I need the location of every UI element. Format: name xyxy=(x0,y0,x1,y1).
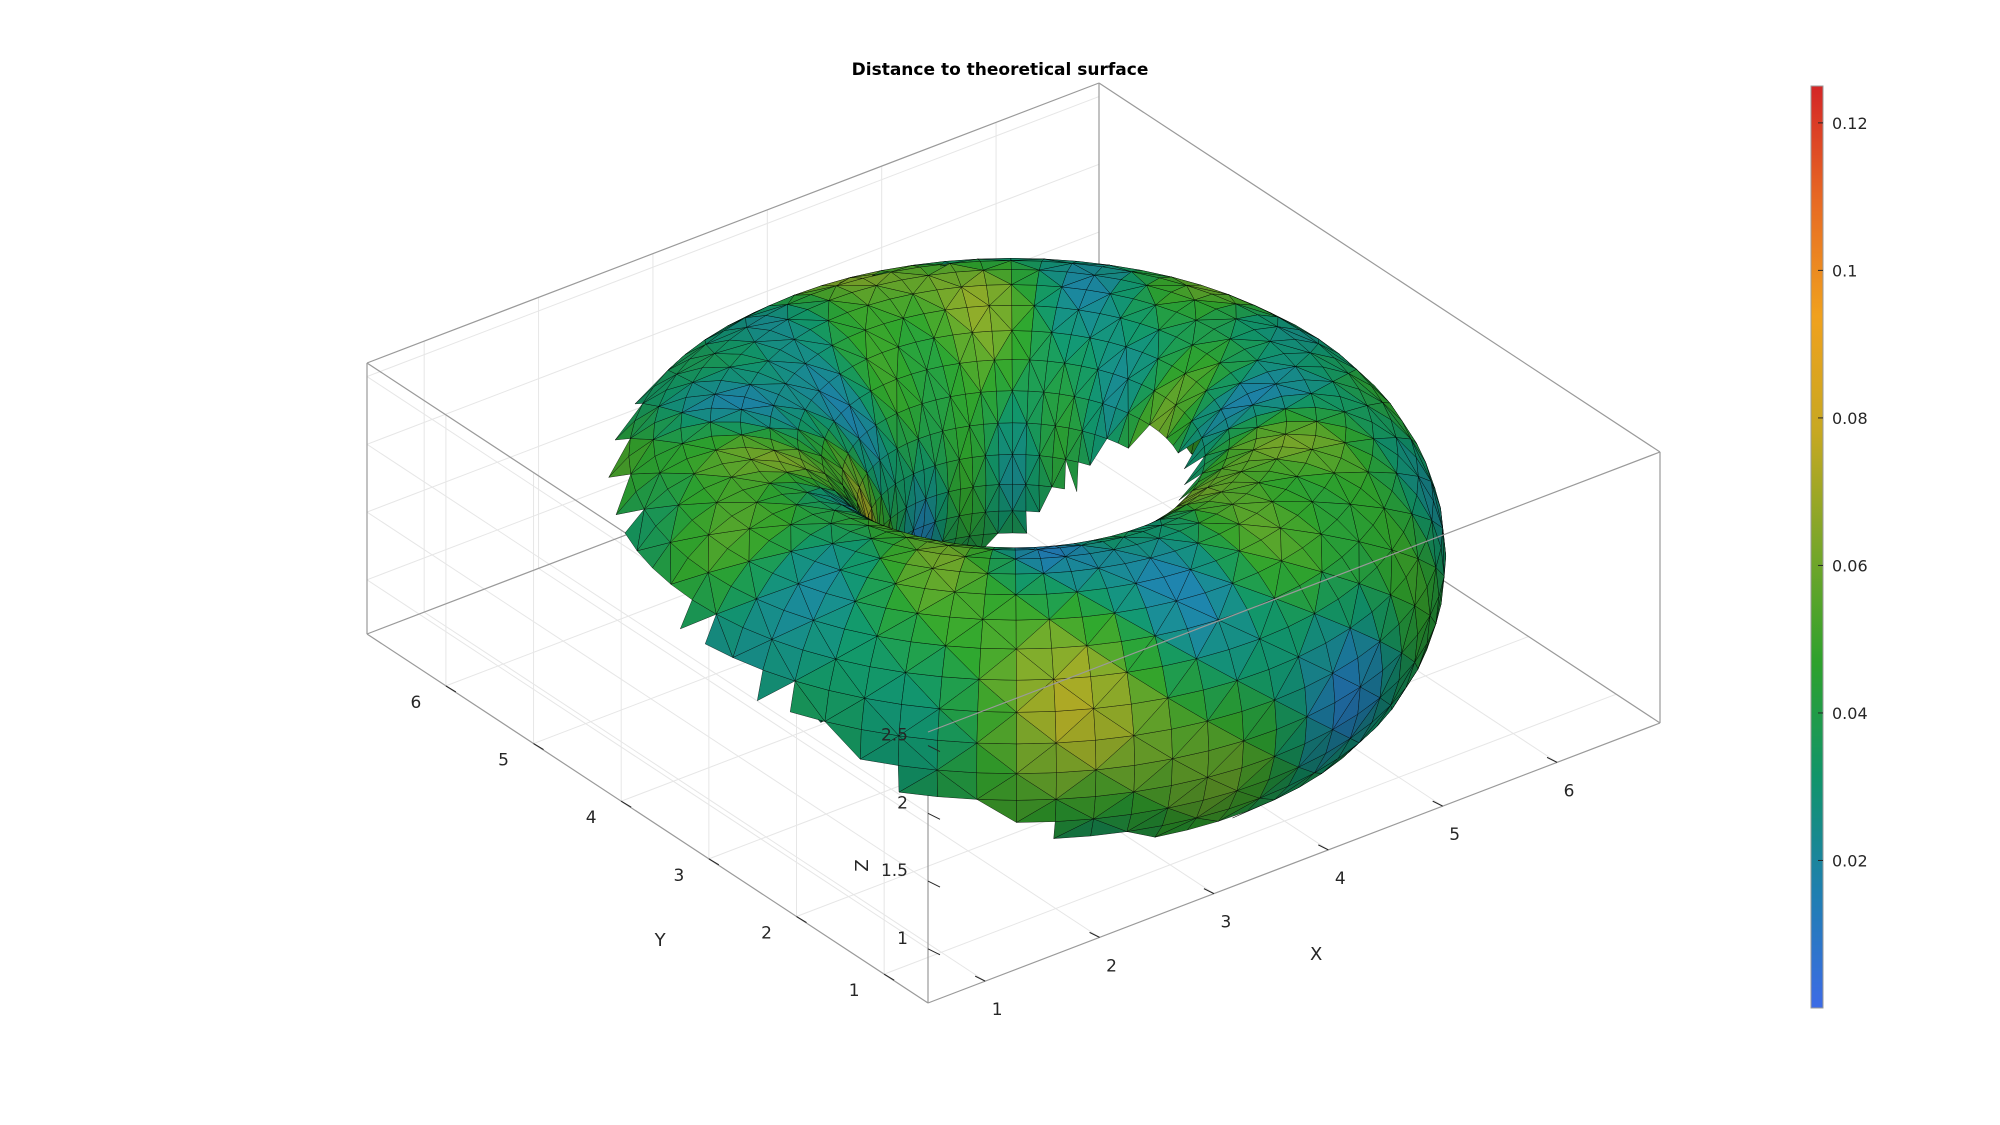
z-axis-label: Z xyxy=(852,859,873,871)
y-tick-mark xyxy=(883,973,895,981)
torus-surface xyxy=(608,258,1447,840)
axis-box-edge xyxy=(366,633,929,1004)
mesh-face xyxy=(1144,518,1163,526)
z-tick-label: 1 xyxy=(897,929,908,949)
axis-box-edge xyxy=(1098,82,1661,453)
mesh-face xyxy=(975,799,1017,823)
x-tick-label: 6 xyxy=(1564,781,1575,801)
grid-line xyxy=(366,443,929,814)
colorbar: 0.02 0.04 0.06 0.08 0.1 0.12 xyxy=(1810,85,1868,1009)
colorbar-tick-label: 0.02 xyxy=(1832,851,1868,870)
x-tick-mark xyxy=(1546,756,1558,763)
z-tick-mark xyxy=(927,948,941,956)
mesh-face xyxy=(824,438,849,462)
z-tick-label: 2.5 xyxy=(881,726,908,746)
x-tick-mark xyxy=(1203,888,1215,895)
colorbar-tick-label: 0.06 xyxy=(1832,556,1868,575)
grid-line xyxy=(366,96,1100,378)
z-tick-label: 1.5 xyxy=(881,861,908,881)
x-tick-mark xyxy=(974,975,986,982)
mesh-face xyxy=(1065,459,1079,492)
colorbar-tick-label: 0.08 xyxy=(1832,409,1868,428)
y-tick-mark xyxy=(796,916,807,923)
grid-line xyxy=(366,511,929,882)
axis-ticks: 1 2 3 4 5 6 1 2 3 4 5 6 1 1.5 2 2.5 X Y Z xyxy=(410,685,1575,1020)
grid-line xyxy=(883,693,1617,975)
x-tick-mark xyxy=(1318,844,1329,851)
z-tick-mark xyxy=(927,812,941,820)
grid-line xyxy=(538,567,1100,938)
colorbar-tick-label: 0.1 xyxy=(1832,261,1857,280)
grid-line xyxy=(366,579,929,950)
colorbar-tick-label: 0.04 xyxy=(1832,704,1868,723)
y-tick-mark xyxy=(533,743,544,750)
x-axis-label: X xyxy=(1310,944,1322,965)
y-tick-label: 4 xyxy=(586,808,597,828)
x-tick-label: 2 xyxy=(1106,956,1117,976)
x-tick-mark xyxy=(1432,800,1443,807)
x-tick-label: 1 xyxy=(992,1000,1003,1020)
y-tick-mark xyxy=(708,858,720,866)
y-tick-label: 1 xyxy=(849,981,860,1001)
axes-front-box xyxy=(927,82,1661,1004)
z-tick-mark xyxy=(927,745,941,752)
y-tick-label: 3 xyxy=(673,866,684,886)
axis-box-edge xyxy=(927,451,1661,733)
axis-box-edge xyxy=(927,722,1661,1004)
z-tick-label: 2 xyxy=(897,793,908,813)
y-tick-label: 6 xyxy=(410,693,421,713)
x-tick-mark xyxy=(1089,931,1100,938)
y-axis-label: Y xyxy=(654,930,667,951)
y-tick-label: 5 xyxy=(498,751,509,771)
y-tick-label: 2 xyxy=(761,924,772,944)
mesh-face xyxy=(1038,485,1053,513)
z-tick-mark xyxy=(927,880,941,888)
y-tick-mark xyxy=(620,800,632,808)
grid-line xyxy=(423,611,986,982)
x-tick-label: 3 xyxy=(1221,913,1232,933)
x-tick-label: 5 xyxy=(1449,825,1460,845)
axes-back-panes xyxy=(366,82,1661,1004)
colorbar-tick-label: 0.12 xyxy=(1832,114,1868,133)
y-tick-mark xyxy=(445,685,457,693)
x-tick-label: 4 xyxy=(1335,869,1346,889)
colorbar-gradient xyxy=(1810,85,1824,1009)
grid-line xyxy=(366,163,1100,445)
axis-box-edge xyxy=(366,82,1100,364)
chart-title: Distance to theoretical surface xyxy=(851,60,1149,80)
mesh-face xyxy=(1396,473,1418,515)
